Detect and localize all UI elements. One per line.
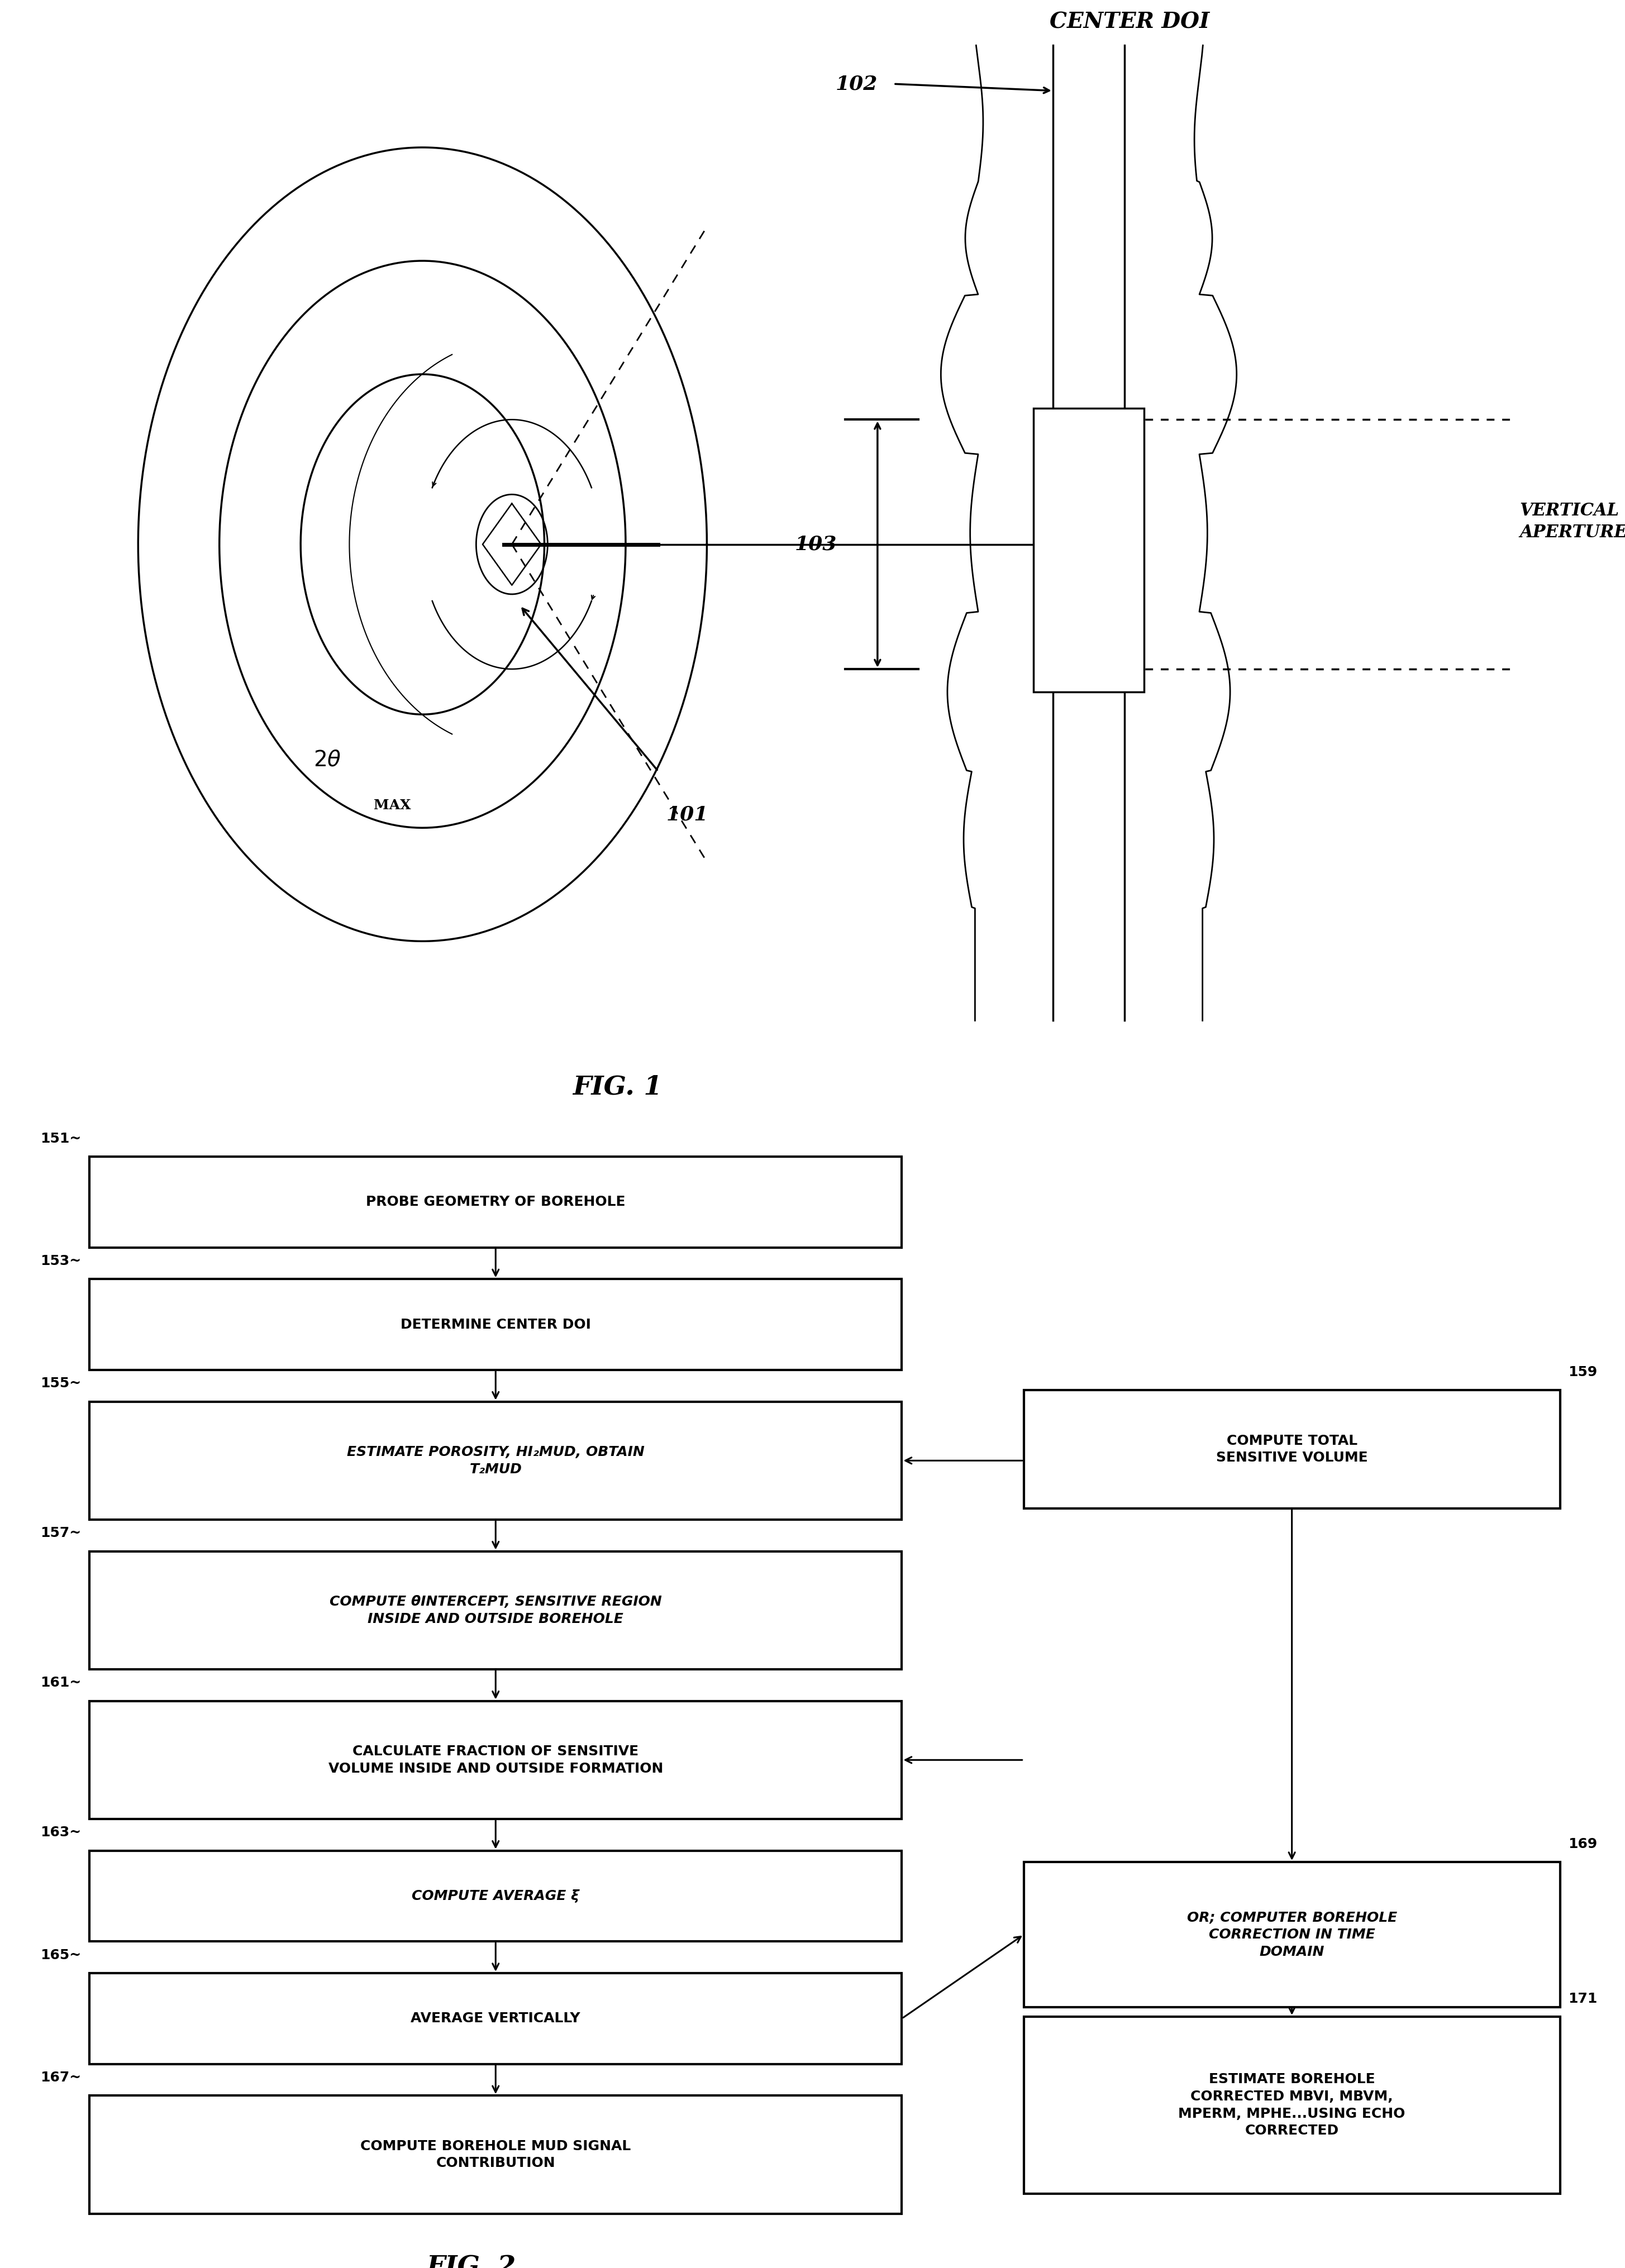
Bar bbox=[1034, 408, 1144, 692]
Text: 151~: 151~ bbox=[41, 1132, 81, 1145]
Text: CALCULATE FRACTION OF SENSITIVE
VOLUME INSIDE AND OUTSIDE FORMATION: CALCULATE FRACTION OF SENSITIVE VOLUME I… bbox=[328, 1744, 663, 1776]
Bar bbox=[89, 1851, 902, 1941]
Text: VERTICAL
APERTURE: VERTICAL APERTURE bbox=[1519, 501, 1625, 542]
Text: AVERAGE VERTICALLY: AVERAGE VERTICALLY bbox=[411, 2012, 580, 2025]
Text: $2\theta$: $2\theta$ bbox=[314, 748, 341, 771]
Text: 169: 169 bbox=[1568, 1837, 1597, 1851]
Text: MAX: MAX bbox=[374, 798, 411, 812]
Text: COMPUTE AVERAGE ξ: COMPUTE AVERAGE ξ bbox=[411, 1889, 580, 1903]
Bar bbox=[1024, 2016, 1560, 2193]
Bar bbox=[89, 1279, 902, 1370]
Bar bbox=[89, 1157, 902, 1247]
Bar bbox=[89, 1973, 902, 2064]
Text: CENTER DOI: CENTER DOI bbox=[1050, 11, 1209, 32]
Text: COMPUTE θINTERCEPT, SENSITIVE REGION
INSIDE AND OUTSIDE BOREHOLE: COMPUTE θINTERCEPT, SENSITIVE REGION INS… bbox=[330, 1594, 661, 1626]
Text: 167~: 167~ bbox=[41, 2071, 81, 2084]
Text: PROBE GEOMETRY OF BOREHOLE: PROBE GEOMETRY OF BOREHOLE bbox=[366, 1195, 626, 1209]
Text: 165~: 165~ bbox=[41, 1948, 81, 1962]
Text: COMPUTE TOTAL
SENSITIVE VOLUME: COMPUTE TOTAL SENSITIVE VOLUME bbox=[1215, 1433, 1368, 1465]
Text: ESTIMATE BOREHOLE
CORRECTED MBVI, MBVM,
MPERM, MPHE...USING ECHO
CORRECTED: ESTIMATE BOREHOLE CORRECTED MBVI, MBVM, … bbox=[1178, 2073, 1406, 2136]
Text: 153~: 153~ bbox=[41, 1254, 81, 1268]
Text: 103: 103 bbox=[795, 535, 837, 553]
Text: FIG. 2: FIG. 2 bbox=[426, 2254, 517, 2268]
Bar bbox=[1024, 1390, 1560, 1508]
Bar bbox=[89, 1402, 902, 1520]
Text: FIG. 1: FIG. 1 bbox=[572, 1075, 663, 1100]
Text: COMPUTE BOREHOLE MUD SIGNAL
CONTRIBUTION: COMPUTE BOREHOLE MUD SIGNAL CONTRIBUTION bbox=[361, 2139, 630, 2170]
Text: 102: 102 bbox=[835, 75, 878, 93]
Text: 161~: 161~ bbox=[41, 1676, 81, 1690]
Text: 157~: 157~ bbox=[41, 1526, 81, 1540]
Text: 163~: 163~ bbox=[41, 1826, 81, 1839]
Bar bbox=[1024, 1862, 1560, 2007]
Text: 101: 101 bbox=[666, 805, 708, 823]
Text: ESTIMATE POROSITY, HI₂MUD, OBTAIN
T₂MUD: ESTIMATE POROSITY, HI₂MUD, OBTAIN T₂MUD bbox=[346, 1445, 645, 1476]
Text: 171: 171 bbox=[1568, 1991, 1597, 2005]
Text: 159: 159 bbox=[1568, 1365, 1597, 1379]
Text: DETERMINE CENTER DOI: DETERMINE CENTER DOI bbox=[400, 1318, 592, 1331]
Bar bbox=[89, 1701, 902, 1819]
Bar bbox=[89, 2096, 902, 2214]
Bar bbox=[89, 1551, 902, 1669]
Text: 155~: 155~ bbox=[41, 1377, 81, 1390]
Text: OR; COMPUTER BOREHOLE
CORRECTION IN TIME
DOMAIN: OR; COMPUTER BOREHOLE CORRECTION IN TIME… bbox=[1186, 1910, 1398, 1960]
